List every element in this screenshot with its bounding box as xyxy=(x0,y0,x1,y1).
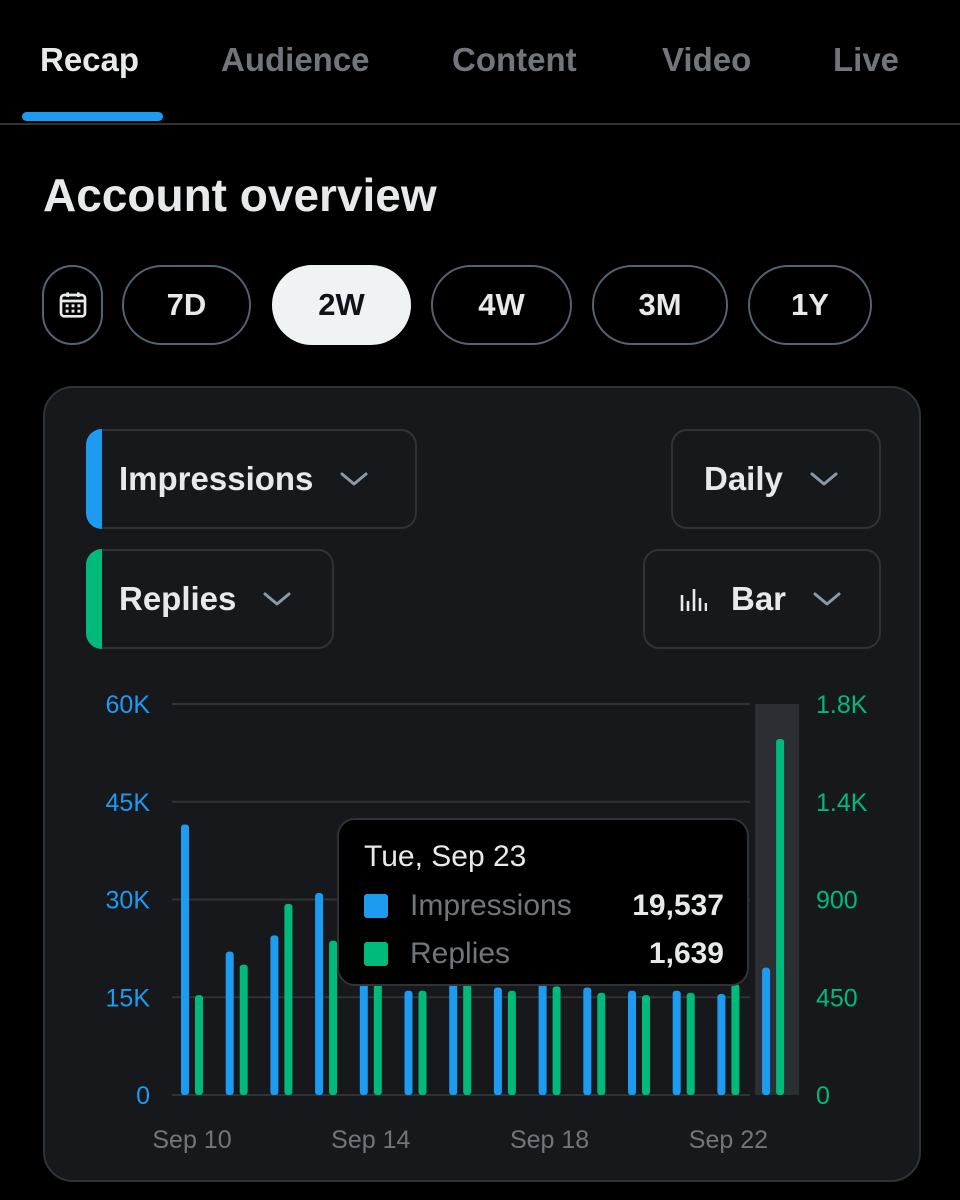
interval-label: Daily xyxy=(704,460,783,497)
secondary-metric-label: Replies xyxy=(119,580,237,617)
replies-bar xyxy=(239,964,248,1095)
right-axis-tick-label: 1.8K xyxy=(816,691,868,719)
chevron-down-icon xyxy=(813,592,841,606)
left-axis-tick-label: 45K xyxy=(106,789,151,817)
impressions-bar xyxy=(225,951,234,1095)
secondary-metric-color-bar xyxy=(86,549,102,649)
tab-recap[interactable]: Recap xyxy=(40,41,140,78)
replies-bar xyxy=(418,990,427,1095)
range-3m-button[interactable]: 3M xyxy=(592,265,728,345)
impressions-bar xyxy=(583,987,592,1095)
tooltip-impressions-row: Impressions 19,537 xyxy=(364,886,724,926)
left-axis-tick-label: 60K xyxy=(106,691,151,719)
right-axis-tick-label: 0 xyxy=(816,1082,830,1110)
tooltip-replies-value: 1,639 xyxy=(648,937,724,970)
replies-bar xyxy=(507,990,516,1095)
impressions-bar xyxy=(449,977,458,1095)
tooltip-date: Tue, Sep 23 xyxy=(364,840,527,873)
secondary-metric-dropdown[interactable]: Replies xyxy=(86,549,334,649)
chart-type-dropdown[interactable]: Bar xyxy=(643,549,881,649)
impressions-bar xyxy=(717,993,726,1095)
tab-live[interactable]: Live xyxy=(833,41,900,78)
replies-bar xyxy=(195,995,203,1095)
primary-metric-label: Impressions xyxy=(119,460,314,497)
replies-bar xyxy=(776,738,785,1095)
impressions-bar xyxy=(270,935,279,1095)
left-axis-tick-label: 30K xyxy=(106,887,151,915)
impressions-bar xyxy=(315,892,324,1095)
primary-metric-color-bar xyxy=(86,429,102,529)
left-axis-tick-label: 15K xyxy=(106,984,151,1012)
impressions-swatch xyxy=(364,894,388,918)
chevron-down-icon xyxy=(340,472,368,486)
range-4w-button[interactable]: 4W xyxy=(431,265,572,345)
x-axis-tick-label: Sep 18 xyxy=(510,1126,589,1154)
tab-audience[interactable]: Audience xyxy=(221,41,370,78)
primary-metric-dropdown[interactable]: Impressions xyxy=(86,429,417,529)
impressions-bar xyxy=(404,990,413,1095)
replies-bar xyxy=(686,992,695,1095)
impressions-bar xyxy=(493,987,502,1095)
tab-video[interactable]: Video xyxy=(662,41,752,78)
replies-bar xyxy=(731,984,740,1095)
calendar-icon xyxy=(59,292,86,318)
impressions-bar xyxy=(181,824,189,1095)
replies-bar xyxy=(329,940,338,1095)
tooltip-replies-row: Replies 1,639 xyxy=(364,934,724,974)
chart-type-label: Bar xyxy=(731,580,787,617)
tabs-divider xyxy=(0,123,960,125)
tooltip-replies-label: Replies xyxy=(410,937,511,970)
calendar-button[interactable] xyxy=(42,265,103,345)
replies-bar xyxy=(284,903,293,1095)
tooltip-impressions-label: Impressions xyxy=(410,889,572,922)
x-axis-tick-label: Sep 10 xyxy=(152,1126,231,1154)
page-title: Account overview xyxy=(43,169,437,221)
bar-chart-icon xyxy=(680,589,707,611)
impressions-bar xyxy=(762,967,771,1095)
impressions-bar xyxy=(538,980,547,1095)
replies-bar xyxy=(463,982,472,1095)
left-axis-tick-label: 0 xyxy=(136,1082,150,1110)
replies-bar xyxy=(597,992,606,1095)
interval-dropdown[interactable]: Daily xyxy=(671,429,881,529)
tooltip-impressions-value: 19,537 xyxy=(632,889,724,922)
impressions-bar xyxy=(672,990,681,1095)
replies-bar xyxy=(373,977,382,1095)
right-axis-tick-label: 1.4K xyxy=(816,789,868,817)
chart-tooltip: Tue, Sep 23 Impressions 19,537 Replies 1… xyxy=(337,818,749,986)
x-axis-tick-label: Sep 22 xyxy=(689,1126,768,1154)
replies-swatch xyxy=(364,942,388,966)
impressions-bar xyxy=(628,990,636,1095)
replies-bar xyxy=(552,986,561,1095)
range-2w-button[interactable]: 2W xyxy=(272,265,411,345)
chart-card: Impressions Daily Replies Bar 0 0 15K 450 30 xyxy=(43,386,921,1182)
chevron-down-icon xyxy=(263,592,291,606)
tab-bar: Recap Audience Content Video Live xyxy=(0,0,960,125)
range-7d-button[interactable]: 7D xyxy=(122,265,251,345)
right-axis-tick-label: 900 xyxy=(816,887,858,915)
impressions-replies-bar-chart[interactable]: 0 0 15K 450 30K 900 45K 1.4K 60K 1.8K Sep 10 Sep 14… xyxy=(45,388,921,1182)
replies-bar xyxy=(642,995,650,1095)
chevron-down-icon xyxy=(810,472,838,486)
tab-content[interactable]: Content xyxy=(452,41,577,78)
range-1y-button[interactable]: 1Y xyxy=(748,265,872,345)
x-axis-tick-label: Sep 14 xyxy=(331,1126,410,1154)
active-tab-indicator xyxy=(22,112,163,121)
right-axis-tick-label: 450 xyxy=(816,984,858,1012)
